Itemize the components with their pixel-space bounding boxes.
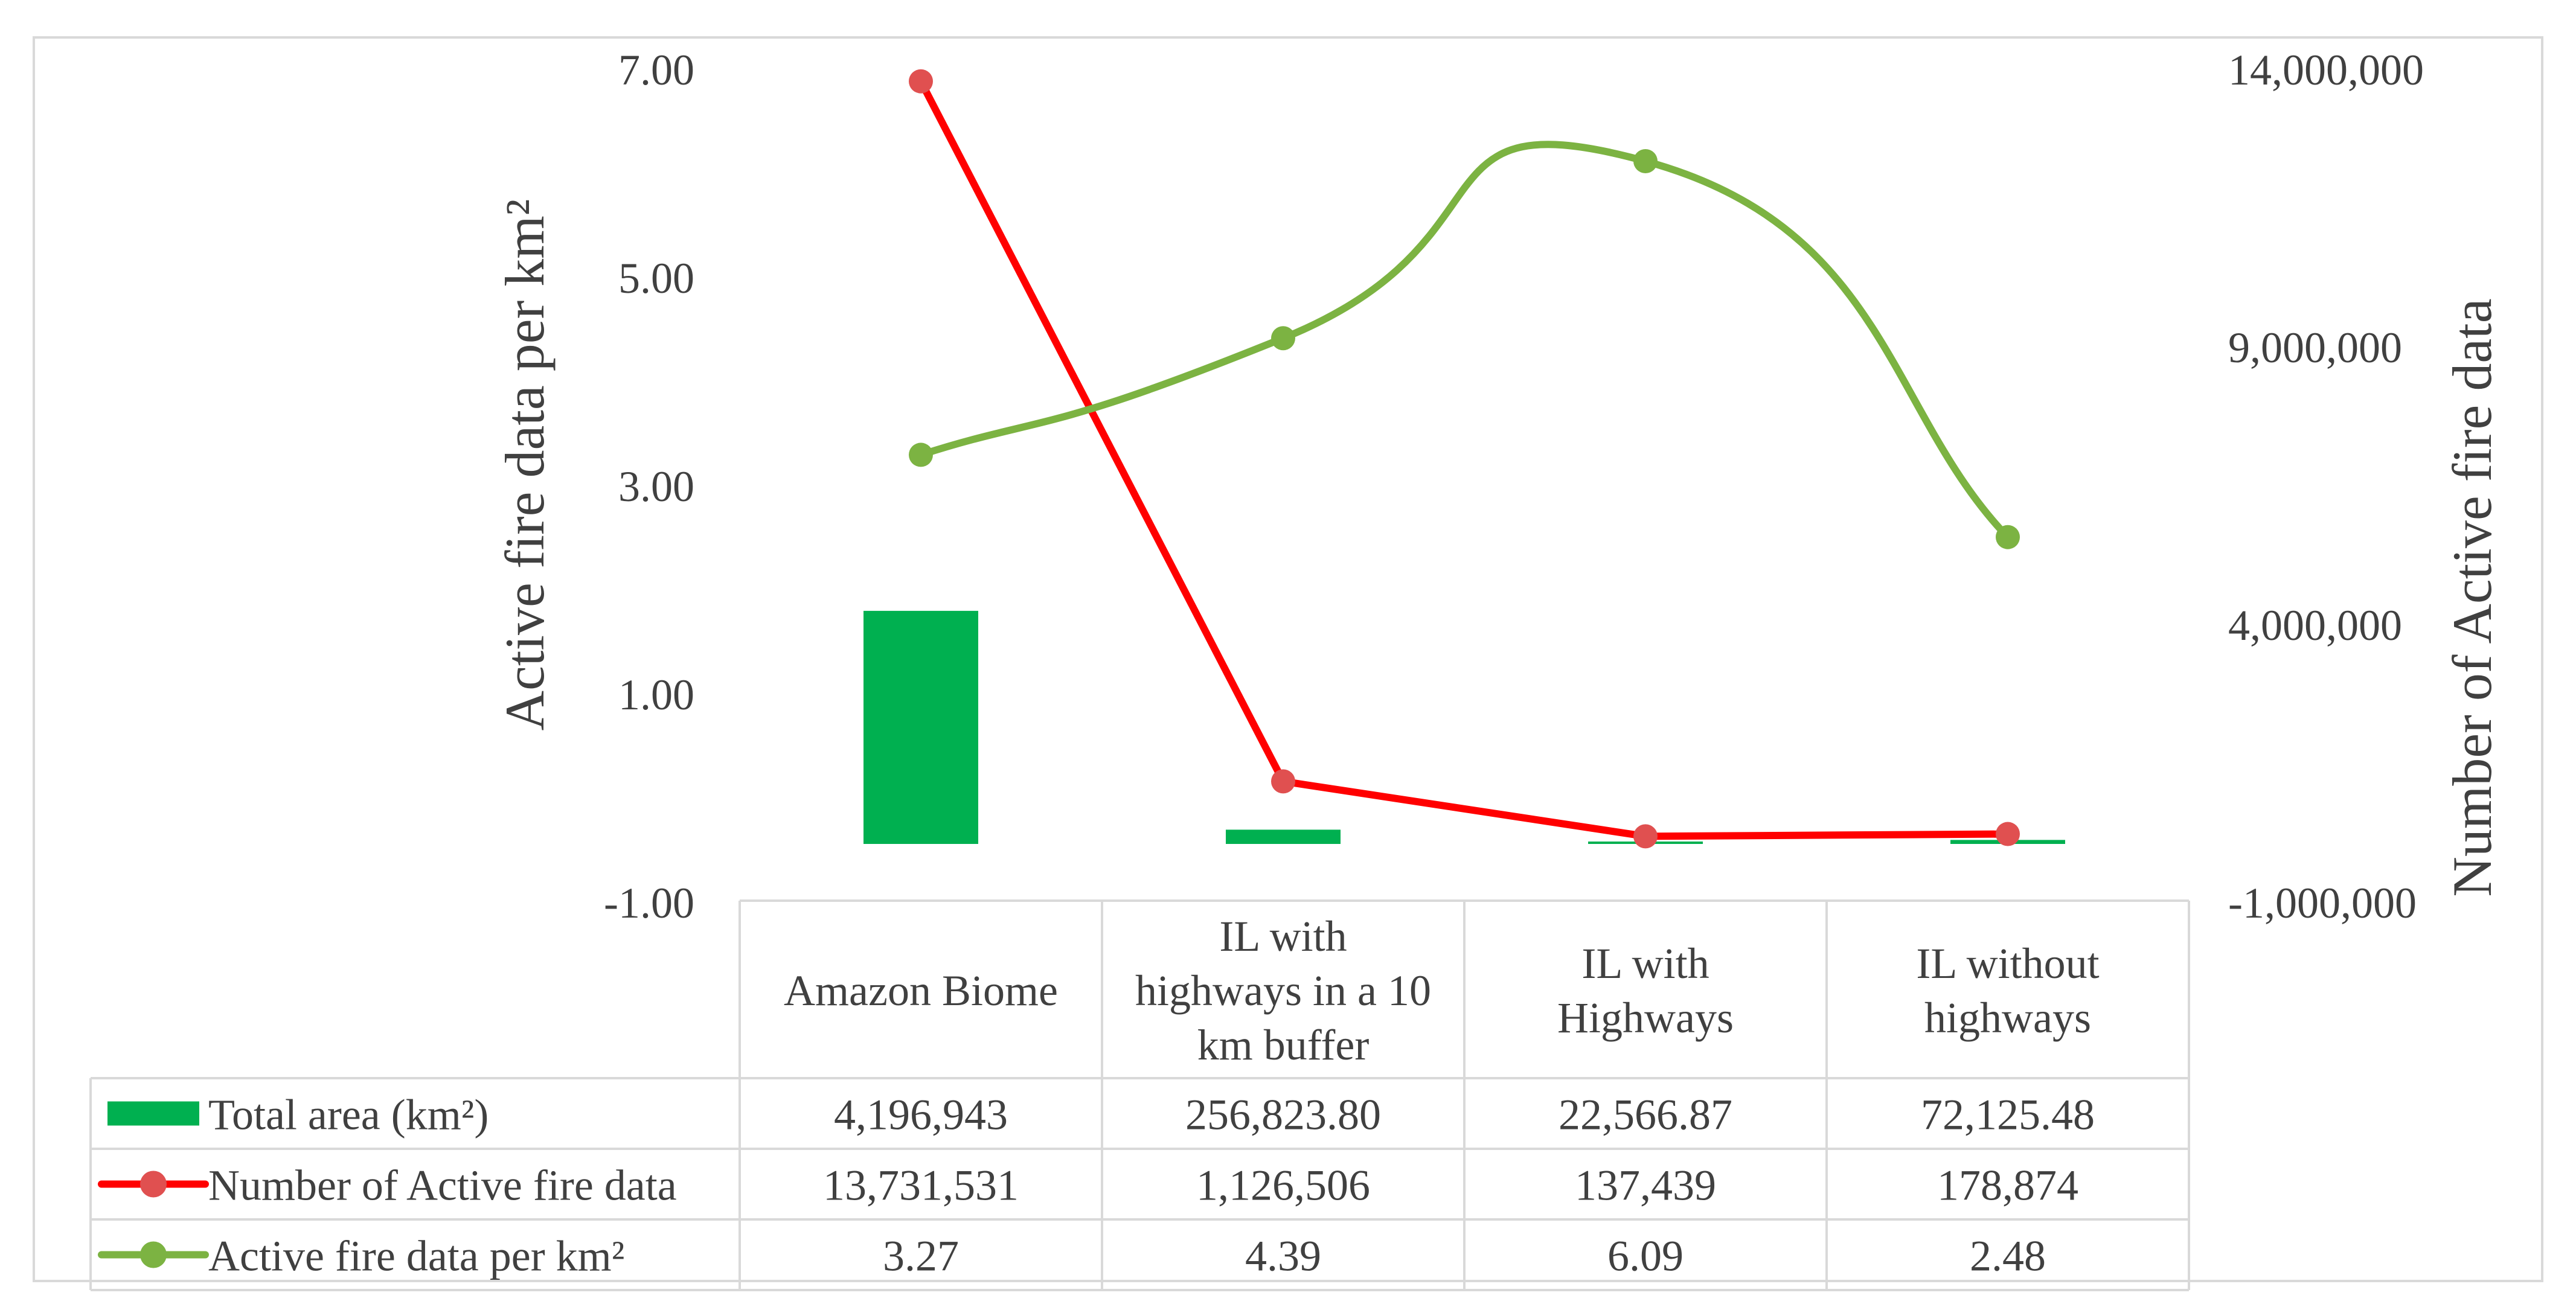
table-value: 1,126,506 bbox=[1196, 1161, 1370, 1210]
chart-border bbox=[33, 36, 2543, 1282]
right-axis-tick-label: 9,000,000 bbox=[2228, 324, 2402, 372]
table-value: 3.27 bbox=[883, 1232, 959, 1280]
left-axis-tick-label: -1.00 bbox=[604, 879, 694, 927]
bar bbox=[863, 610, 978, 844]
data-point bbox=[1633, 149, 1658, 173]
legend-series-name: Total area (km²) bbox=[208, 1091, 489, 1139]
left-axis-tick-label: 5.00 bbox=[618, 254, 694, 302]
table-value: 4.39 bbox=[1245, 1232, 1321, 1280]
category-label: IL with bbox=[1581, 939, 1709, 988]
right-axis-tick-label: 4,000,000 bbox=[2228, 601, 2402, 650]
left-axis-title: Active fire data per km² bbox=[494, 199, 556, 731]
data-point bbox=[1633, 824, 1658, 849]
data-point bbox=[1271, 769, 1295, 794]
line-series bbox=[909, 69, 2020, 849]
axes: Active fire data per km² Number of Activ… bbox=[494, 46, 2503, 927]
table-value: 137,439 bbox=[1575, 1161, 1716, 1210]
data-point bbox=[1996, 822, 2020, 846]
category-label: highways in a 10 bbox=[1135, 966, 1431, 1015]
left-axis-tick-label: 3.00 bbox=[618, 462, 694, 511]
data-point bbox=[1996, 525, 2020, 549]
table-value: 72,125.48 bbox=[1921, 1091, 2095, 1139]
table-value: 256,823.80 bbox=[1185, 1091, 1381, 1139]
category-label: Highways bbox=[1557, 994, 1734, 1042]
legend-series-name: Number of Active fire data bbox=[208, 1161, 677, 1210]
left-axis-tick-label: 1.00 bbox=[618, 671, 694, 719]
right-axis-tick-label: -1,000,000 bbox=[2228, 879, 2417, 927]
table-value: 2.48 bbox=[1970, 1232, 2046, 1280]
legend-series-name: Active fire data per km² bbox=[208, 1232, 624, 1280]
bar bbox=[1226, 829, 1341, 844]
data-point bbox=[909, 69, 933, 94]
legend-key-marker bbox=[140, 1241, 167, 1268]
data-point bbox=[1271, 326, 1295, 351]
right-axis-tick-label: 14,000,000 bbox=[2228, 46, 2424, 94]
data-point bbox=[909, 442, 933, 467]
right-axis-title: Number of Active fire data bbox=[2441, 298, 2503, 896]
table-value: 13,731,531 bbox=[823, 1161, 1019, 1210]
category-label: IL with bbox=[1219, 912, 1347, 960]
category-label: IL without bbox=[1916, 939, 2099, 988]
table-value: 6.09 bbox=[1607, 1232, 1684, 1280]
series-line bbox=[917, 77, 2011, 840]
category-label: highways bbox=[1924, 994, 2091, 1042]
legend-key-marker bbox=[140, 1171, 167, 1198]
legend-key-bar bbox=[107, 1101, 199, 1126]
table-value: 178,874 bbox=[1937, 1161, 2078, 1210]
table-value: 4,196,943 bbox=[834, 1091, 1008, 1139]
left-axis-tick-label: 7.00 bbox=[618, 46, 694, 94]
series-line bbox=[917, 141, 2011, 541]
data-table: Amazon Biome IL with highways in a 10 km bu… bbox=[89, 899, 2190, 1291]
category-label: km buffer bbox=[1197, 1021, 1370, 1069]
category-label: Amazon Biome bbox=[784, 966, 1058, 1015]
table-value: 22,566.87 bbox=[1559, 1091, 1732, 1139]
